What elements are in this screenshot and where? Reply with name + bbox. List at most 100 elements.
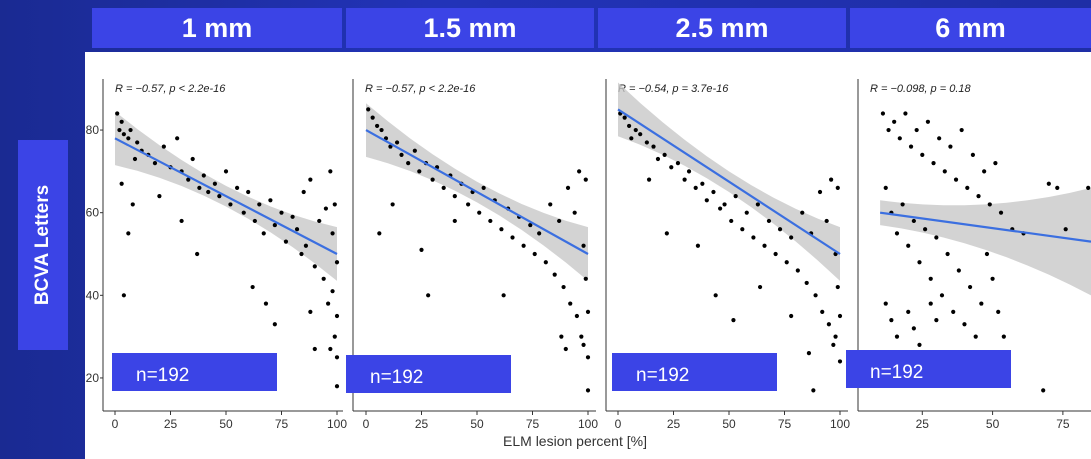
data-point (973, 334, 978, 339)
data-point (261, 231, 266, 236)
data-point (121, 293, 126, 298)
data-point (312, 346, 317, 352)
x-tick-label: 25 (667, 417, 681, 431)
data-point (664, 231, 669, 236)
data-point (201, 173, 206, 178)
data-point (682, 177, 687, 182)
data-point (577, 169, 582, 174)
data-point (998, 210, 1004, 215)
data-point (693, 185, 698, 190)
data-point (773, 251, 778, 257)
data-point (951, 309, 956, 314)
data-point (528, 222, 533, 228)
x-tick-label: 50 (986, 417, 1000, 431)
data-point (330, 231, 335, 236)
data-point (970, 152, 976, 157)
data-point (334, 355, 340, 360)
data-point (700, 181, 705, 186)
header-6mm: 6 mm (850, 8, 1091, 48)
data-point (186, 177, 191, 182)
data-point (412, 148, 417, 153)
data-point (301, 189, 306, 195)
data-point (894, 231, 900, 236)
data-point (328, 169, 333, 174)
data-point (572, 210, 577, 215)
data-point (568, 301, 573, 306)
data-point (179, 218, 184, 224)
data-point (937, 136, 942, 141)
data-point (263, 301, 269, 306)
data-point (132, 156, 138, 162)
data-point (537, 231, 542, 236)
y-axis-label-box: BCVA Letters (18, 140, 68, 350)
x-axis-label: ELM lesion percent [%] (503, 433, 647, 449)
data-point (789, 235, 794, 240)
data-point (826, 322, 832, 327)
x-tick-label: 75 (526, 417, 540, 431)
data-point (294, 227, 300, 232)
header-2-5mm: 2.5 mm (598, 8, 846, 48)
x-tick-label: 25 (916, 417, 930, 431)
data-point (585, 309, 591, 314)
data-point (563, 346, 568, 352)
data-point (308, 177, 313, 182)
data-point (548, 202, 553, 207)
data-point (330, 289, 335, 294)
data-point (982, 169, 987, 174)
n-label-1: n=192 (112, 353, 277, 391)
data-point (299, 251, 304, 257)
n-label-2: n=192 (346, 355, 511, 393)
data-point (813, 293, 818, 298)
correlation-label: R = −0.098, p = 0.18 (870, 83, 971, 95)
data-point (629, 136, 634, 141)
data-point (375, 123, 380, 129)
data-point (321, 276, 326, 281)
data-point (121, 132, 126, 137)
x-tick-label: 0 (615, 417, 622, 431)
data-point (235, 185, 240, 190)
data-point (119, 181, 124, 186)
data-point (695, 243, 701, 248)
data-point (824, 218, 829, 224)
data-point (441, 185, 446, 190)
data-point (934, 318, 939, 323)
data-point (883, 301, 888, 306)
correlation-label: R = −0.57, p < 2.2e-16 (365, 83, 476, 95)
data-point (152, 161, 158, 166)
x-tick-label: 75 (275, 417, 289, 431)
data-point (326, 301, 331, 306)
x-tick-label: 50 (470, 417, 484, 431)
data-point (390, 202, 395, 207)
data-point (190, 156, 195, 162)
data-point (837, 359, 843, 364)
data-point (740, 227, 745, 232)
data-point (157, 194, 162, 199)
data-point (1046, 181, 1051, 186)
data-point (268, 198, 273, 203)
data-point (883, 185, 888, 190)
x-tick-label: 0 (363, 417, 370, 431)
header-1mm: 1 mm (92, 8, 342, 48)
data-point (979, 301, 984, 306)
data-point (332, 334, 337, 339)
data-point (948, 144, 953, 149)
data-point (837, 313, 843, 319)
data-point (633, 127, 638, 133)
data-point (751, 235, 756, 240)
data-point (744, 210, 749, 215)
data-point (323, 206, 328, 211)
data-point (257, 202, 262, 207)
data-point (627, 123, 632, 129)
data-point (246, 189, 251, 195)
data-point (806, 351, 812, 356)
y-tick-label: 80 (86, 123, 100, 137)
confidence-band (880, 187, 1091, 296)
data-point (880, 111, 886, 116)
data-point (686, 169, 692, 174)
data-point (1041, 388, 1046, 393)
data-point (644, 140, 649, 145)
data-point (817, 189, 823, 195)
data-point (317, 218, 322, 224)
data-point (622, 115, 627, 120)
